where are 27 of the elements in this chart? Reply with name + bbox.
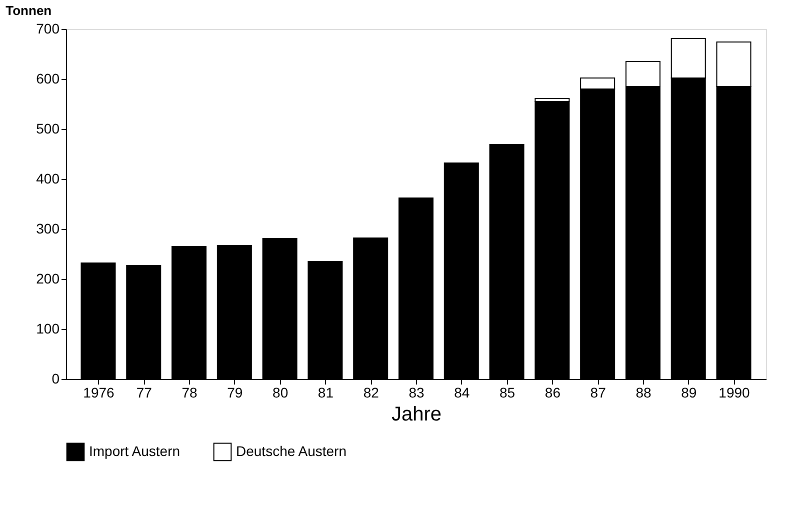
x-tick-label: 1990 bbox=[718, 384, 750, 400]
y-tick-label: 200 bbox=[36, 270, 60, 286]
x-tick-label: 77 bbox=[136, 384, 152, 400]
x-axis-title: Jahre bbox=[391, 404, 442, 426]
legend-label: Import Austern bbox=[89, 442, 180, 459]
y-tick-label: 700 bbox=[36, 20, 60, 36]
y-tick-label: 600 bbox=[36, 70, 60, 86]
y-axis-title: Tonnen bbox=[6, 3, 52, 18]
x-tick-label: 81 bbox=[318, 384, 334, 400]
x-tick-label: 80 bbox=[272, 384, 288, 400]
x-tick-label: 89 bbox=[681, 384, 697, 400]
x-tick-label: 88 bbox=[636, 384, 652, 400]
x-tick-label: 79 bbox=[227, 384, 243, 400]
y-tick-label: 300 bbox=[36, 220, 60, 236]
y-tick-label: 0 bbox=[52, 370, 60, 386]
x-tick-label: 84 bbox=[454, 384, 470, 400]
y-tick-label: 100 bbox=[36, 320, 60, 336]
y-tick-label: 400 bbox=[36, 170, 60, 186]
x-tick-label: 78 bbox=[182, 384, 198, 400]
x-tick-label: 83 bbox=[408, 384, 424, 400]
x-tick-label: 85 bbox=[500, 384, 516, 400]
x-tick-label: 82 bbox=[363, 384, 380, 400]
x-tick-label: 87 bbox=[590, 384, 606, 400]
legend-label: Deutsche Austern bbox=[236, 442, 347, 459]
x-tick-label: 86 bbox=[544, 384, 561, 400]
x-tick-label: 1976 bbox=[83, 384, 115, 400]
y-tick-label: 500 bbox=[36, 120, 60, 136]
